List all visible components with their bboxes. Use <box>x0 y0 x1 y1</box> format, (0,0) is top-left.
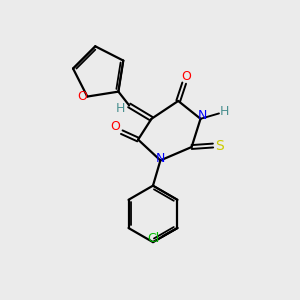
Text: N: N <box>156 152 165 164</box>
Text: S: S <box>215 139 224 152</box>
Text: O: O <box>110 120 120 133</box>
Text: H: H <box>116 103 126 116</box>
Text: O: O <box>181 70 191 83</box>
Text: O: O <box>77 90 87 103</box>
Text: N: N <box>198 109 208 122</box>
Text: H: H <box>220 106 229 118</box>
Text: Cl: Cl <box>147 232 159 245</box>
